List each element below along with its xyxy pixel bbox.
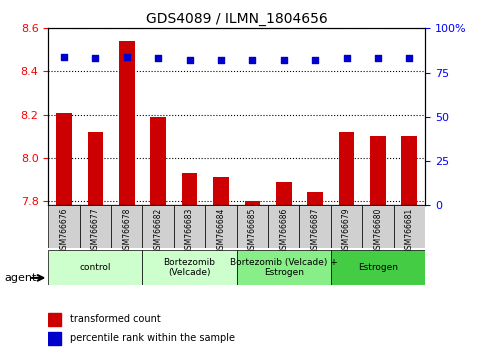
Bar <box>307 192 323 205</box>
Text: GSM766679: GSM766679 <box>342 207 351 254</box>
Text: percentile rank within the sample: percentile rank within the sample <box>70 333 235 343</box>
Bar <box>87 132 103 205</box>
Bar <box>276 182 292 205</box>
FancyBboxPatch shape <box>48 250 142 285</box>
FancyBboxPatch shape <box>80 205 111 248</box>
Point <box>60 54 68 59</box>
Point <box>343 56 351 61</box>
Text: GSM766676: GSM766676 <box>59 207 69 254</box>
Bar <box>339 132 355 205</box>
Text: Estrogen: Estrogen <box>358 263 398 272</box>
Text: GSM766678: GSM766678 <box>122 207 131 254</box>
FancyBboxPatch shape <box>237 205 268 248</box>
Bar <box>244 201 260 205</box>
Point <box>92 56 99 61</box>
Bar <box>48 313 61 326</box>
Text: Bortezomib
(Velcade): Bortezomib (Velcade) <box>164 258 215 277</box>
FancyBboxPatch shape <box>48 205 80 248</box>
Point <box>374 56 382 61</box>
Text: GSM766682: GSM766682 <box>154 207 163 254</box>
FancyBboxPatch shape <box>331 250 425 285</box>
Bar <box>401 136 417 205</box>
FancyBboxPatch shape <box>174 205 205 248</box>
FancyBboxPatch shape <box>237 250 331 285</box>
Title: GDS4089 / ILMN_1804656: GDS4089 / ILMN_1804656 <box>146 12 327 26</box>
FancyBboxPatch shape <box>362 205 394 248</box>
FancyBboxPatch shape <box>394 205 425 248</box>
Bar <box>48 332 61 345</box>
FancyBboxPatch shape <box>142 205 174 248</box>
FancyBboxPatch shape <box>268 205 299 248</box>
Text: GSM766677: GSM766677 <box>91 207 100 254</box>
Text: GSM766686: GSM766686 <box>279 207 288 254</box>
Text: agent: agent <box>5 273 37 283</box>
Text: transformed count: transformed count <box>70 314 160 324</box>
Point <box>217 57 225 63</box>
Text: GSM766681: GSM766681 <box>405 207 414 254</box>
Point <box>249 57 256 63</box>
Bar <box>182 173 198 205</box>
Bar <box>213 177 229 205</box>
Text: GSM766685: GSM766685 <box>248 207 257 254</box>
Text: GSM766687: GSM766687 <box>311 207 320 254</box>
FancyBboxPatch shape <box>299 205 331 248</box>
Bar <box>56 113 72 205</box>
Text: control: control <box>80 263 111 272</box>
Text: Bortezomib (Velcade) +
Estrogen: Bortezomib (Velcade) + Estrogen <box>230 258 338 277</box>
FancyBboxPatch shape <box>111 205 142 248</box>
Point <box>312 57 319 63</box>
Point <box>186 57 194 63</box>
Bar <box>119 41 135 205</box>
Bar <box>370 136 386 205</box>
Point <box>123 54 131 59</box>
Text: GSM766684: GSM766684 <box>216 207 226 254</box>
Text: GSM766683: GSM766683 <box>185 207 194 254</box>
FancyBboxPatch shape <box>331 205 362 248</box>
Bar <box>150 117 166 205</box>
FancyBboxPatch shape <box>205 205 237 248</box>
FancyBboxPatch shape <box>142 250 237 285</box>
Point <box>155 56 162 61</box>
Point <box>406 56 413 61</box>
Point <box>280 57 288 63</box>
Text: GSM766680: GSM766680 <box>373 207 383 254</box>
